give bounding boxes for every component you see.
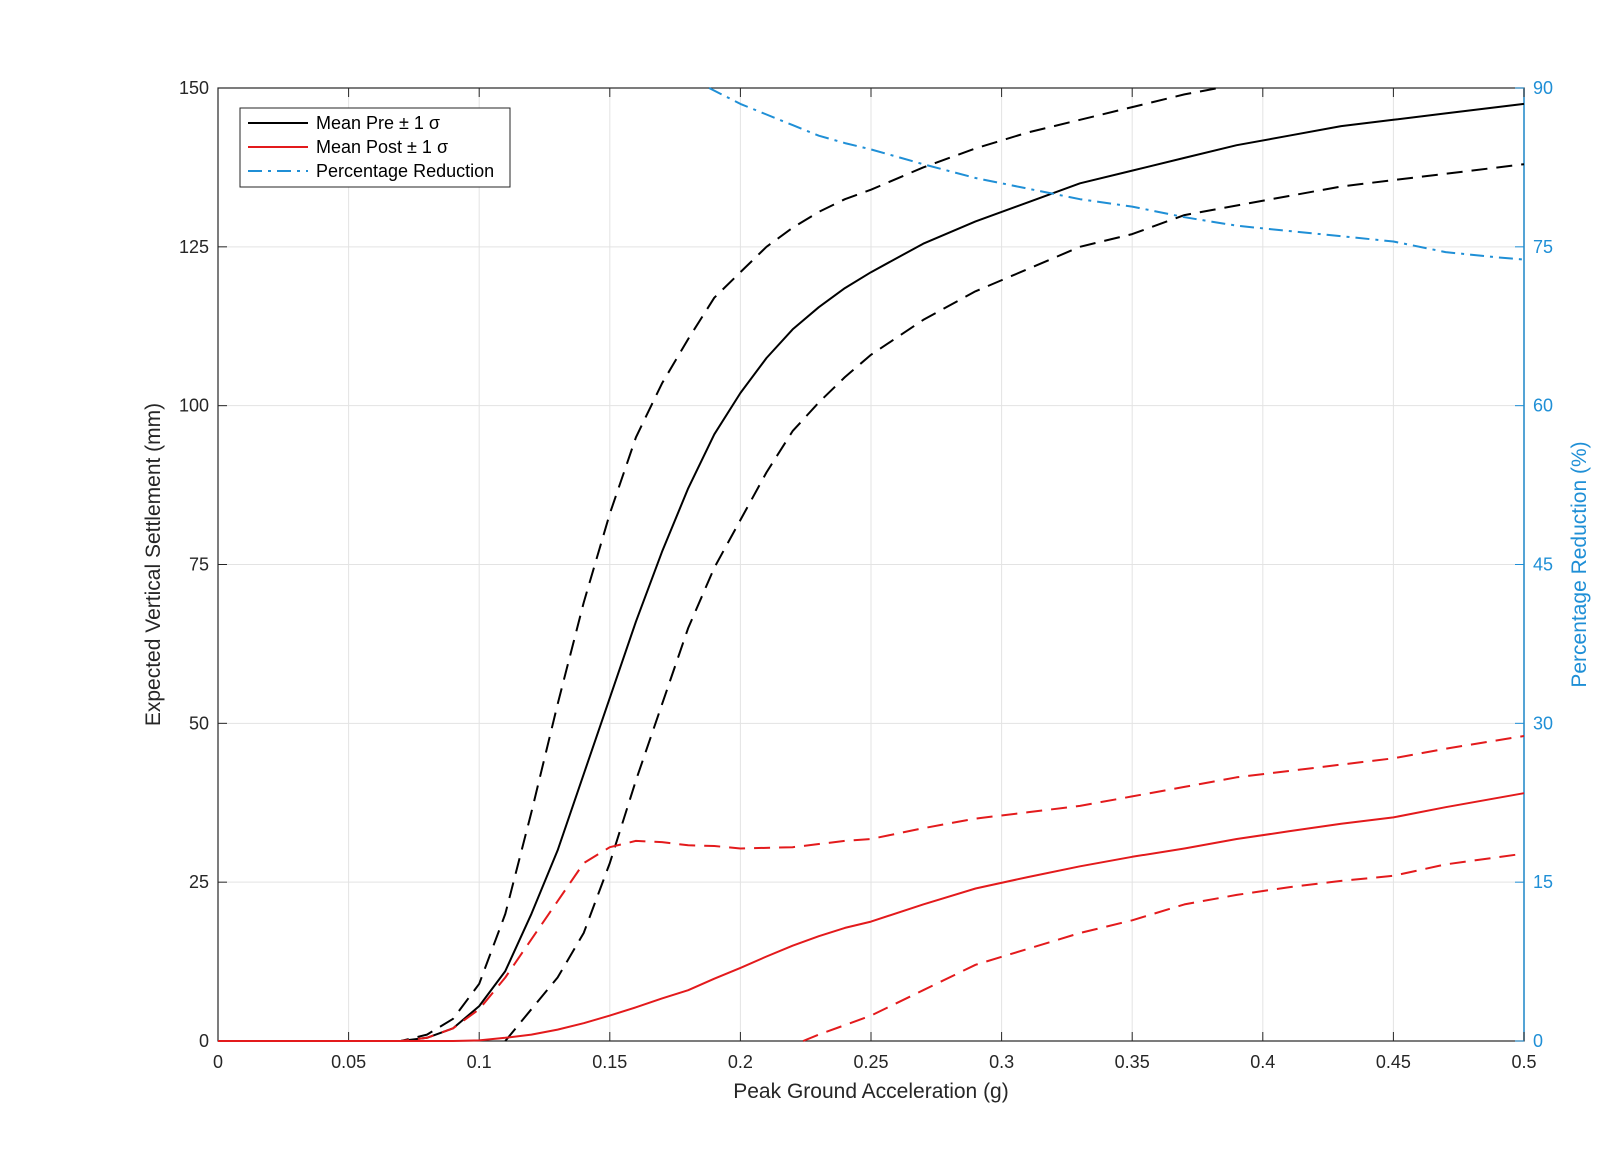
series-line-pre-mean — [218, 102, 1525, 1042]
x-tick-label: 0.2 — [728, 1052, 753, 1072]
x-tick-label: 0.3 — [989, 1052, 1014, 1072]
y2-tick-label: 30 — [1533, 713, 1553, 733]
y2-tick-label: 75 — [1533, 237, 1553, 257]
y-tick-label: 25 — [189, 872, 209, 892]
y-tick-label: 150 — [179, 78, 209, 98]
x-tick-label: 0.15 — [592, 1052, 627, 1072]
series-line-post-lower — [802, 852, 1525, 1042]
y2-axis-label: Percentage Reduction (%) — [1568, 441, 1591, 687]
series-line-pre-lower — [504, 163, 1525, 1042]
y2-tick-label: 15 — [1533, 872, 1553, 892]
y-tick-label: 50 — [189, 713, 209, 733]
y-axis-ticks: 0 25 50 75 100 125 150 — [179, 78, 227, 1051]
x-tick-label: 0.35 — [1115, 1052, 1150, 1072]
x-tick-label: 0.5 — [1511, 1052, 1536, 1072]
x-axis-label: Peak Ground Acceleration (g) — [733, 1080, 1008, 1103]
legend-label-reduction: Percentage Reduction — [316, 161, 494, 181]
x-tick-label: 0.1 — [467, 1052, 492, 1072]
y-tick-label: 75 — [189, 555, 209, 575]
legend-label-post: Mean Post ± 1 σ — [316, 137, 448, 157]
y-tick-label: 100 — [179, 396, 209, 416]
y2-tick-label: 0 — [1533, 1031, 1543, 1051]
series-layer — [218, 87, 1525, 1042]
y2-tick-label: 45 — [1533, 555, 1553, 575]
series-line-post-upper — [218, 735, 1525, 1042]
y2-tick-label: 60 — [1533, 396, 1553, 416]
series-line-post-mean — [218, 792, 1525, 1042]
y2-tick-label: 90 — [1533, 78, 1553, 98]
x-tick-label: 0.45 — [1376, 1052, 1411, 1072]
series-line-pre-upper — [218, 87, 1219, 1042]
y-tick-label: 0 — [199, 1031, 209, 1051]
x-tick-label: 0 — [213, 1052, 223, 1072]
y-axis-label: Expected Vertical Settlement (mm) — [142, 403, 165, 726]
legend-label-pre: Mean Pre ± 1 σ — [316, 113, 440, 133]
series-line-reduction — [708, 87, 1525, 261]
x-tick-label: 0.4 — [1250, 1052, 1275, 1072]
x-tick-label: 0.05 — [331, 1052, 366, 1072]
y2-axis-ticks: 0 15 30 45 60 75 90 — [1515, 78, 1553, 1051]
x-axis-ticks: 0 0.05 0.1 0.15 0.2 0.25 0.3 0.35 0.4 0.45 0.5 — [213, 88, 1537, 1072]
legend: Mean Pre ± 1 σ Mean Post ± 1 σ Percentag… — [239, 107, 511, 188]
x-tick-label: 0.25 — [853, 1052, 888, 1072]
y-tick-label: 125 — [179, 237, 209, 257]
